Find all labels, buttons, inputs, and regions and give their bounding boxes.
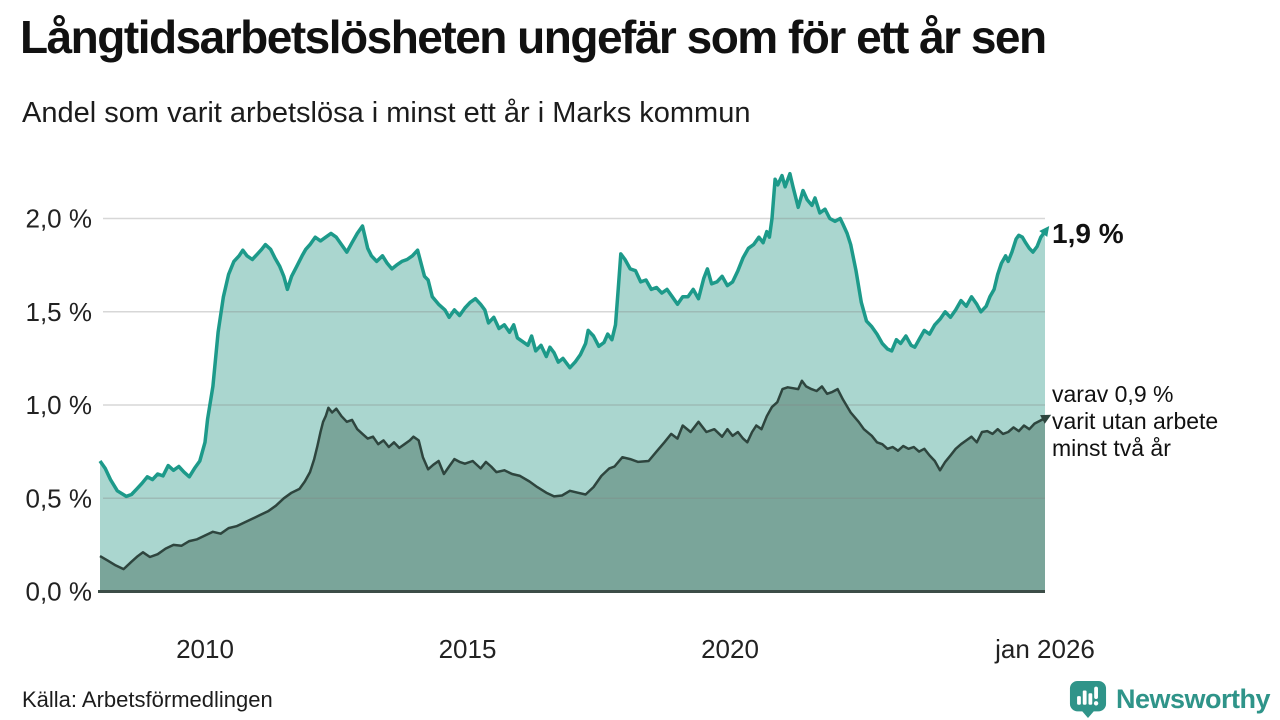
latest-value-label: 1,9 % (1052, 218, 1124, 249)
newsworthy-wordmark: Newsworthy (1115, 683, 1271, 714)
x-tick-label-jan 2026: jan 2026 (994, 634, 1095, 664)
y-tick-label-2,0 %: 2,0 % (26, 204, 93, 234)
series-line-1 (99, 379, 1052, 571)
newsworthy-logo[interactable]: Newsworthy (1069, 680, 1271, 718)
secondary-series-label: varav 0,9 % varit utan arbete minst två … (1052, 381, 1219, 461)
x-tick-label-2020: 2020 (701, 634, 759, 664)
x-tick-label-2010: 2010 (176, 634, 234, 664)
y-tick-label-1,5 %: 1,5 % (26, 297, 93, 327)
y-tick-label-0,5 %: 0,5 % (26, 483, 93, 513)
newsworthy-bubble-chart-icon (1069, 680, 1107, 718)
series-line-0 (98, 171, 1050, 499)
x-tick-label-2015: 2015 (439, 634, 497, 664)
y-tick-label-0,0 %: 0,0 % (26, 577, 93, 607)
y-tick-label-1,0 %: 1,0 % (26, 390, 93, 420)
chart-subtitle: Andel som varit arbetslösa i minst ett å… (22, 97, 751, 129)
source-note: Källa: Arbetsförmedlingen (22, 687, 273, 712)
series-area-1 (100, 380, 1045, 592)
page-title: Långtidsarbetslösheten ungefär som för e… (20, 11, 1047, 63)
